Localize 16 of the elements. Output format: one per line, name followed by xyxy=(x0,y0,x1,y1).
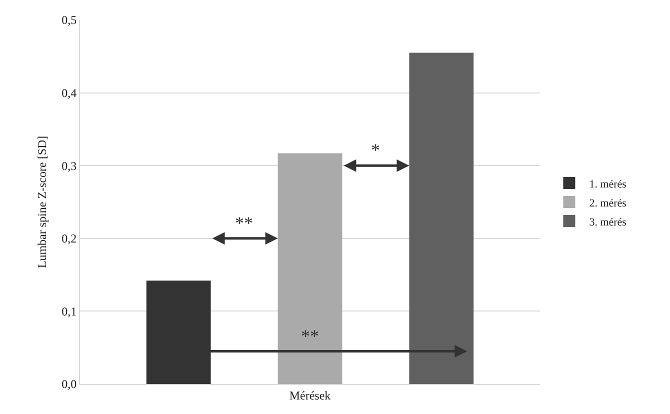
y-tick-label: 0,1 xyxy=(62,304,77,318)
annotation: ** xyxy=(235,213,253,233)
legend-label: 2. mérés xyxy=(589,197,626,210)
legend-label: 3. mérés xyxy=(589,216,626,228)
bar xyxy=(278,153,342,384)
y-tick-label: 0,5 xyxy=(62,13,77,28)
legend-label: 1. mérés xyxy=(589,178,626,190)
y-tick-label: 0,3 xyxy=(62,158,77,173)
x-tick-label: Mérések xyxy=(289,388,331,402)
y-tick-label: 0,2 xyxy=(62,232,77,246)
annotation: * xyxy=(371,140,380,160)
y-tick-label: 0,4 xyxy=(62,86,77,100)
bar xyxy=(409,52,474,384)
annotation: ** xyxy=(301,326,319,346)
y-tick-label: 0,0 xyxy=(62,377,77,392)
y-axis-title: Lumbar spine Z-score [SD] xyxy=(35,136,49,268)
